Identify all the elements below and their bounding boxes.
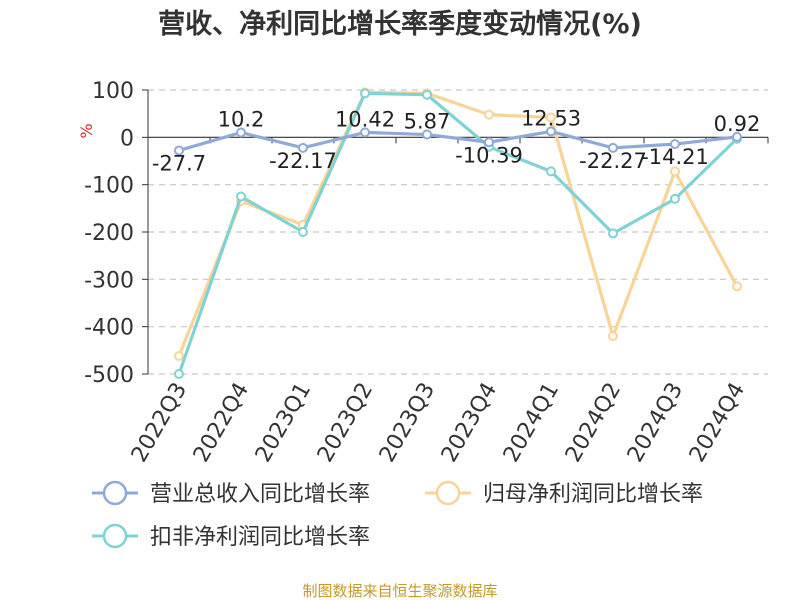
legend-label: 归母净利润同比增长率 — [483, 482, 703, 507]
y-tick-label: -100 — [84, 174, 134, 199]
data-labels: -27.7 10.2-22.17 10.42 5.87-10.39 12.53 -22.2… — [152, 106, 761, 175]
x-tick-label: 2023Q1 — [251, 379, 316, 467]
grid-lines — [148, 89, 768, 375]
series-line-1 — [177, 129, 739, 153]
y-tick-label: -400 — [84, 316, 134, 341]
data-point — [732, 131, 742, 142]
data-point — [360, 127, 370, 138]
y-tick-label: -300 — [84, 268, 134, 293]
data-point — [174, 145, 184, 156]
data-point — [670, 193, 680, 204]
data-label: 10.2 — [218, 108, 265, 132]
data-point — [670, 166, 680, 177]
data-point — [236, 191, 246, 202]
data-point — [298, 142, 308, 153]
data-point — [670, 139, 680, 150]
data-label: -27.7 — [152, 151, 206, 175]
legend-marker — [435, 480, 461, 506]
x-tick-label: 2024Q4 — [685, 379, 750, 467]
y-tick-label: 100 — [92, 79, 134, 104]
data-label: 12.53 — [521, 106, 581, 130]
legend-label: 营业总收入同比增长率 — [150, 482, 370, 507]
legend-item-2[interactable]: 归母净利润同比增长率 — [425, 480, 703, 507]
data-point — [174, 351, 184, 362]
series-line-3 — [177, 91, 739, 376]
data-label: -10.39 — [455, 143, 523, 167]
data-label: -14.21 — [641, 145, 709, 169]
data-label: -22.27 — [579, 149, 647, 173]
x-tick-label: 2022Q4 — [189, 379, 254, 467]
legend-item-3[interactable]: 扣非净利润同比增长率 — [92, 523, 370, 550]
data-point — [608, 331, 618, 342]
x-tick-label: 2023Q2 — [313, 379, 378, 467]
data-point — [546, 112, 556, 123]
series-lines — [174, 87, 742, 379]
data-point — [732, 281, 742, 292]
legend-marker — [102, 523, 128, 549]
data-label: 0.92 — [714, 112, 761, 136]
x-tick-label: 2024Q3 — [623, 379, 688, 467]
data-point — [484, 109, 494, 120]
legend-label: 扣非净利润同比增长率 — [150, 525, 370, 550]
data-point — [174, 369, 184, 379]
x-tick-label: 2024Q2 — [561, 379, 626, 467]
data-label: -22.17 — [269, 149, 337, 173]
data-point — [422, 89, 432, 100]
x-tick-label: 2022Q3 — [127, 379, 192, 467]
y-tick-label: -200 — [84, 221, 134, 246]
x-tick-label: 2024Q1 — [499, 379, 564, 467]
x-tick-label: 2023Q4 — [437, 379, 502, 467]
legend-marker — [102, 480, 128, 506]
data-point — [608, 228, 618, 239]
data-label: 10.42 — [335, 107, 395, 131]
data-source-note: 制图数据来自恒生聚源数据库 — [302, 582, 497, 600]
y-axis-unit-label: % — [77, 123, 96, 138]
data-point — [484, 137, 494, 148]
data-point — [546, 126, 556, 137]
data-point — [546, 166, 556, 177]
data-label: 5.87 — [404, 110, 451, 134]
data-point — [360, 88, 370, 99]
chart-title: 营收、净利同比增长率季度变动情况(%) — [158, 8, 642, 40]
data-point — [298, 227, 308, 237]
data-point — [236, 127, 246, 138]
y-tick-label: -500 — [84, 363, 134, 388]
data-point — [422, 129, 432, 140]
x-tick-label: 2023Q3 — [375, 379, 440, 467]
series-line-2 — [177, 90, 739, 358]
data-point — [608, 142, 618, 153]
y-tick-label: 0 — [120, 126, 134, 151]
legend-item-1[interactable]: 营业总收入同比增长率 — [92, 480, 370, 507]
